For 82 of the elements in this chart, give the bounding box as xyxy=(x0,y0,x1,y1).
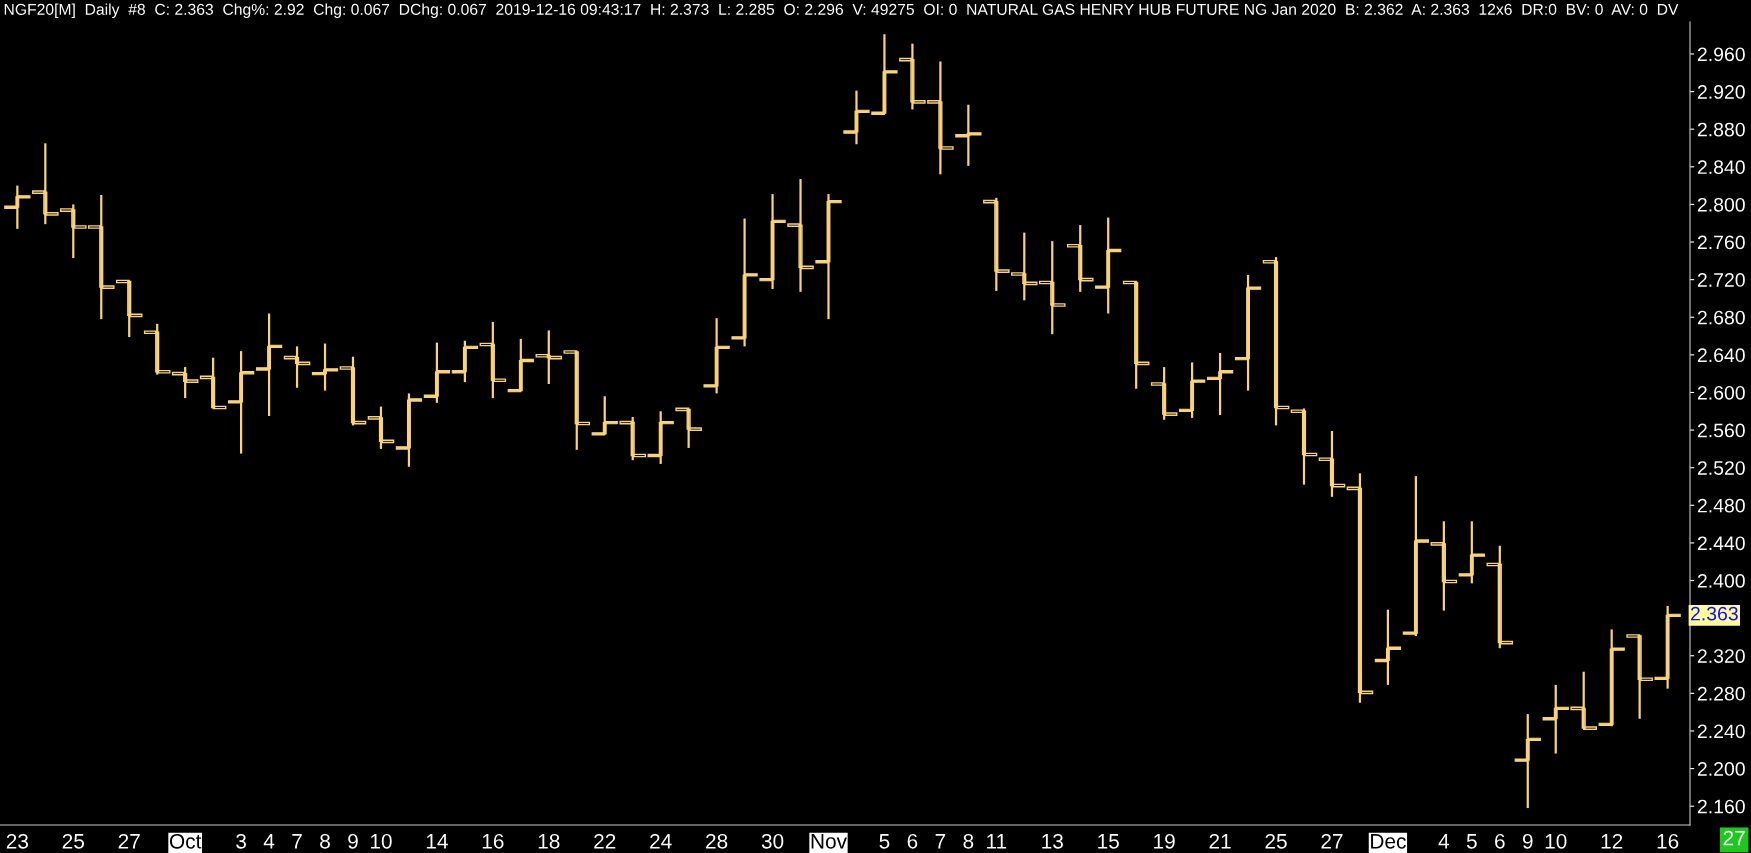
x-tick-label: 13 xyxy=(1042,833,1063,849)
candlestick xyxy=(339,355,367,427)
chart-title: NGF20[M] Daily #8 C: 2.363 Chg%: 2.92 Chg: 0.067 DChg: 0.067 2019-12-16 09:43:17 H: 2.373 L: 2.285 O: 2.296 V: 49275 OI: 0 NATURAL GAS HENRY HUB FUTURE NG Jan 2020 B: 2.362 A: 2.363 12x6 DR:0 BV: 0 AV: 0 DV xyxy=(4,3,1679,19)
x-tick-label: 19 xyxy=(1154,833,1175,849)
x-tick-label: Nov xyxy=(811,834,847,849)
y-tick-label: 2.320 xyxy=(1697,649,1745,663)
x-tick-label: Oct xyxy=(169,833,202,849)
candlestick xyxy=(143,322,171,376)
x-tick-label: 21 xyxy=(1209,833,1231,849)
candlestick xyxy=(1346,472,1374,704)
text: 2.363 xyxy=(1690,606,1738,621)
y-tick-label: 2.760 xyxy=(1697,235,1745,250)
y-tick-label: 2.720 xyxy=(1697,273,1745,287)
y-tick-label: 2.520 xyxy=(1697,461,1745,475)
x-tick-label: 10 xyxy=(370,833,392,849)
candlestick xyxy=(955,103,982,167)
candlestick xyxy=(787,177,814,293)
candlestick xyxy=(1318,429,1346,498)
candlestick xyxy=(1262,255,1290,427)
x-tick-label: 6 xyxy=(1495,833,1505,849)
candlestick xyxy=(675,407,702,450)
candlestick xyxy=(1122,280,1150,390)
x-tick-label: 27 xyxy=(1321,833,1343,849)
x-tick-label: 3 xyxy=(236,833,246,849)
x-tick-label: 18 xyxy=(538,833,560,849)
y-tick-label: 2.480 xyxy=(1697,498,1745,513)
x-tick-label: 6 xyxy=(907,833,918,849)
candlestick xyxy=(283,345,311,389)
x-tick-label: 28 xyxy=(706,833,728,849)
y-tick-label: 2.400 xyxy=(1697,573,1745,588)
x-tick-label: 9 xyxy=(348,833,358,849)
x-tick-label: 7 xyxy=(292,834,302,849)
x-tick-label: 15 xyxy=(1098,834,1119,849)
candlestick xyxy=(171,365,199,400)
y-tick-label: 2.920 xyxy=(1697,85,1745,99)
y-tick-label: 2.960 xyxy=(1697,47,1745,62)
x-tick-label: 12 xyxy=(1601,833,1623,849)
x-tick-label: 10 xyxy=(1545,833,1567,849)
x-tick-label: 22 xyxy=(594,833,616,849)
y-tick-label: 2.840 xyxy=(1697,160,1745,175)
candlestick xyxy=(1430,520,1458,612)
y-tick-label: 2.200 xyxy=(1697,762,1745,776)
y-tick-label: 2.640 xyxy=(1697,348,1745,363)
x-tick-label: 16 xyxy=(1657,833,1679,849)
x-tick-label: 16 xyxy=(482,833,504,849)
x-tick-label: 9 xyxy=(1522,833,1533,849)
x-tick-label: 14 xyxy=(426,834,448,849)
x-tick-label: 25 xyxy=(1265,833,1287,849)
x-tick-label: 25 xyxy=(62,833,84,849)
x-tick-label: Dec xyxy=(1371,834,1406,849)
candlestick xyxy=(1486,544,1514,650)
y-tick-label: 2.240 xyxy=(1697,724,1745,739)
candlestick xyxy=(115,279,143,339)
x-tick-label: 5 xyxy=(879,834,890,849)
candlestick xyxy=(1290,407,1318,486)
candlestick xyxy=(535,329,563,386)
x-tick-label: 5 xyxy=(1466,834,1477,849)
y-tick-label: 2.560 xyxy=(1697,423,1745,438)
x-tick-label: 23 xyxy=(6,833,29,849)
y-tick-label: 2.280 xyxy=(1697,686,1745,701)
x-tick-label: 8 xyxy=(320,833,330,849)
x-tick-label: 4 xyxy=(263,834,275,849)
candlestick xyxy=(1150,365,1178,421)
y-tick-label: 2.880 xyxy=(1697,122,1745,137)
x-tick-label: 4 xyxy=(1438,834,1450,849)
y-tick-label: 2.800 xyxy=(1697,197,1745,212)
x-tick-label: 27 xyxy=(118,833,140,849)
candlestick xyxy=(199,356,227,410)
y-tick-label: 2.600 xyxy=(1697,385,1745,400)
x-tick-label: 24 xyxy=(650,833,672,849)
x-tick-label: 7 xyxy=(935,834,946,849)
y-tick-label: 2.680 xyxy=(1697,310,1745,325)
candlestick xyxy=(32,142,59,226)
y-tick-label: 2.160 xyxy=(1697,799,1745,814)
y-tick-label: 2.440 xyxy=(1697,536,1745,551)
x-tick-label: 30 xyxy=(761,833,784,849)
candlestick xyxy=(563,350,591,451)
x-tick-label: 8 xyxy=(963,833,974,849)
candlestick xyxy=(367,405,395,450)
candlestick xyxy=(479,320,507,400)
candlestick xyxy=(1066,223,1094,293)
x-tick-label: 11 xyxy=(987,834,1007,849)
